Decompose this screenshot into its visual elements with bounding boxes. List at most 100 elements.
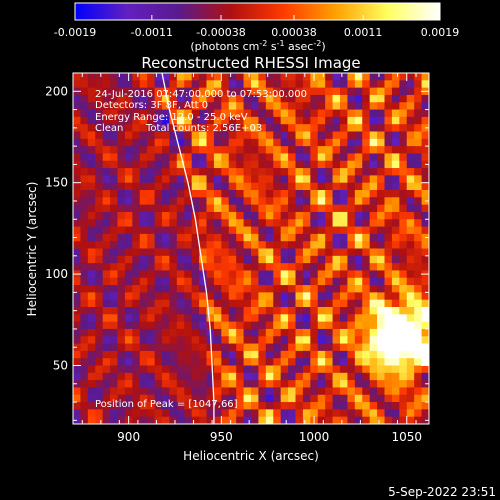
- heatmap-cell: [302, 402, 311, 410]
- heatmap-cell: [362, 328, 371, 337]
- heatmap-cell: [399, 307, 408, 315]
- heatmap-cell: [251, 109, 259, 118]
- heatmap-cell: [221, 190, 230, 198]
- heatmap-cell: [340, 146, 348, 154]
- heatmap-cell: [362, 270, 371, 279]
- heatmap-cell: [162, 358, 170, 366]
- heatmap-cell: [302, 328, 311, 337]
- heatmap-cell: [317, 336, 326, 344]
- heatmap-cell: [258, 138, 267, 147]
- heatmap-cell: [340, 168, 348, 176]
- heatmap-cell: [176, 321, 185, 330]
- heatmap-cell: [117, 109, 126, 118]
- heatmap-cell: [162, 263, 170, 271]
- heatmap-cell: [102, 153, 111, 162]
- heatmap-cell: [191, 299, 200, 308]
- heatmap-cell: [280, 190, 289, 198]
- heatmap-cell: [80, 204, 89, 213]
- heatmap-cell: [102, 292, 111, 301]
- heatmap-cell: [280, 175, 289, 184]
- heatmap-cell: [391, 109, 400, 118]
- heatmap-cell: [384, 241, 393, 249]
- heatmap-cell: [87, 285, 96, 293]
- heatmap-cell: [362, 102, 371, 110]
- heatmap-cell: [176, 299, 185, 308]
- heatmap-cell: [421, 146, 429, 154]
- heatmap-cell: [154, 321, 163, 330]
- heatmap-cell: [347, 343, 356, 352]
- heatmap-cell: [295, 314, 304, 323]
- heatmap-cell: [162, 109, 170, 118]
- heatmap-cell: [102, 160, 111, 169]
- heatmap-cell: [162, 197, 170, 206]
- heatmap-cell: [325, 241, 333, 249]
- heatmap-cell: [162, 124, 170, 132]
- heatmap-cell: [362, 226, 371, 235]
- heatmap-cell: [317, 204, 326, 213]
- heatmap-cell: [406, 358, 415, 366]
- heatmap-cell: [199, 336, 207, 344]
- heatmap-cell: [95, 153, 104, 162]
- heatmap-cell: [169, 358, 178, 366]
- x-tick-label: 950: [210, 430, 233, 444]
- heatmap-cell: [139, 263, 148, 271]
- heatmap-cell: [110, 73, 118, 81]
- heatmap-cell: [169, 270, 178, 279]
- heatmap-cell: [132, 387, 141, 396]
- heatmap-cell: [236, 116, 244, 125]
- heatmap-cell: [199, 124, 207, 132]
- heatmap-cell: [80, 299, 89, 308]
- heatmap-cell: [139, 270, 148, 279]
- heatmap-cell: [347, 124, 356, 132]
- heatmap-cell: [95, 204, 104, 213]
- heatmap-cell: [399, 175, 408, 184]
- heatmap-cell: [354, 394, 363, 403]
- heatmap-cell: [310, 226, 319, 235]
- heatmap-cell: [258, 175, 267, 184]
- heatmap-cell: [399, 314, 408, 323]
- heatmap-cell: [310, 270, 319, 279]
- heatmap-cell: [325, 182, 333, 191]
- heatmap-cell: [406, 116, 415, 125]
- heatmap-cell: [421, 241, 429, 249]
- heatmap-cell: [102, 299, 111, 308]
- heatmap-cell: [169, 124, 178, 132]
- heatmap-cell: [117, 299, 126, 308]
- heatmap-cell: [87, 233, 96, 242]
- heatmap-cell: [206, 175, 215, 184]
- heatmap-cell: [251, 277, 259, 286]
- heatmap-cell: [213, 321, 222, 330]
- heatmap-cell: [228, 204, 237, 213]
- heatmap-cell: [184, 336, 193, 344]
- heatmap-cell: [243, 372, 252, 381]
- heatmap-cell: [258, 255, 267, 264]
- heatmap-cell: [369, 372, 378, 381]
- heatmap-cell: [221, 87, 230, 96]
- heatmap-cell: [332, 343, 341, 352]
- heatmap-cell: [414, 124, 422, 132]
- heatmap-cell: [110, 175, 118, 184]
- heatmap-cell: [243, 102, 252, 110]
- heatmap-cell: [251, 211, 259, 220]
- heatmap-cell: [377, 248, 385, 257]
- heatmap-cell: [124, 211, 133, 220]
- heatmap-cell: [95, 211, 104, 220]
- heatmap-cell: [147, 73, 155, 81]
- heatmap-cell: [169, 116, 178, 125]
- heatmap-cell: [369, 109, 378, 118]
- heatmap-cell: [206, 350, 215, 359]
- heatmap-cell: [206, 138, 215, 147]
- heatmap-cell: [421, 102, 429, 110]
- heatmap-cell: [414, 241, 422, 249]
- heatmap-cell: [132, 211, 141, 220]
- heatmap-cell: [221, 109, 230, 118]
- heatmap-cell: [273, 350, 282, 359]
- heatmap-cell: [228, 102, 237, 110]
- footer-timestamp: 5-Sep-2022 23:51: [388, 485, 496, 499]
- heatmap-cell: [221, 307, 230, 315]
- heatmap-cell: [124, 204, 133, 213]
- heatmap-cell: [265, 299, 274, 308]
- heatmap-cell: [414, 285, 422, 293]
- heatmap-cell: [139, 116, 148, 125]
- heatmap-cell: [302, 175, 311, 184]
